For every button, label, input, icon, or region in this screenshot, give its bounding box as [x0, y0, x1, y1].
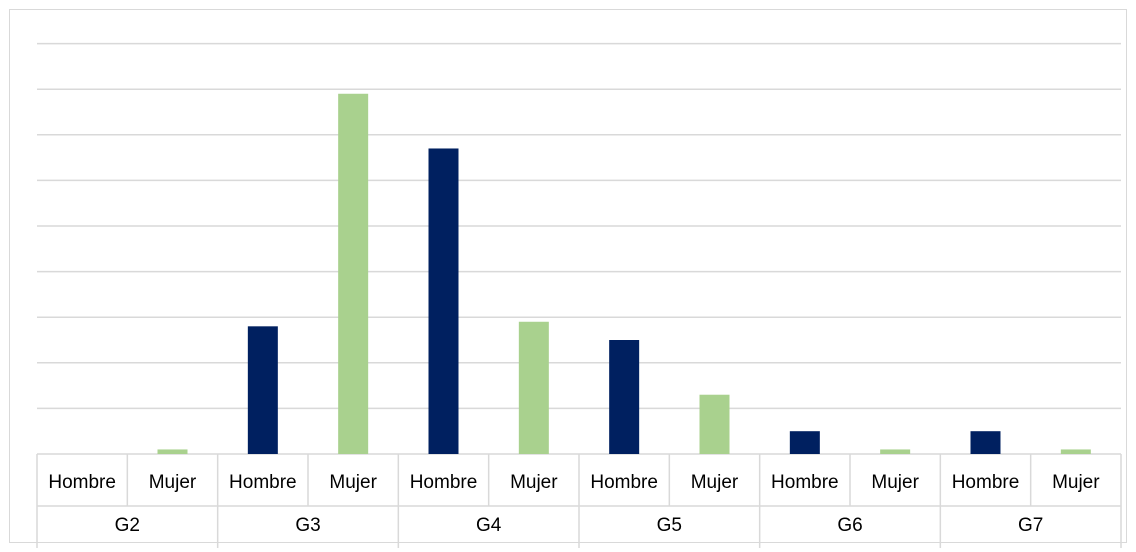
group-label: G5 — [657, 515, 682, 536]
group-label: G7 — [1018, 515, 1043, 536]
category-label: Hombre — [229, 472, 297, 493]
category-label: Mujer — [691, 472, 739, 493]
bar-g7-hombre — [970, 431, 1001, 454]
bar-g2-mujer — [157, 449, 188, 454]
group-label: G3 — [295, 515, 320, 536]
bar-g4-hombre — [428, 148, 459, 455]
category-label: Mujer — [149, 472, 197, 493]
category-label: Hombre — [771, 472, 839, 493]
category-label: Hombre — [410, 472, 478, 493]
bar-g4-mujer — [518, 321, 549, 454]
group-label: G2 — [115, 515, 140, 536]
category-label: Hombre — [952, 472, 1020, 493]
category-label: Mujer — [329, 472, 377, 493]
bar-g3-mujer — [338, 93, 369, 454]
bar-g7-mujer — [1060, 449, 1091, 454]
category-label: Mujer — [510, 472, 558, 493]
category-label: Hombre — [48, 472, 116, 493]
category-label: Mujer — [871, 472, 919, 493]
category-label: Mujer — [1052, 472, 1100, 493]
category-label: Hombre — [590, 472, 658, 493]
group-label: G6 — [837, 515, 862, 536]
group-label: G4 — [476, 515, 502, 536]
bar-g3-hombre — [247, 326, 278, 454]
bar-g5-hombre — [609, 340, 640, 454]
bar-g6-mujer — [880, 449, 911, 454]
bar-g6-hombre — [789, 431, 820, 454]
bar-g5-mujer — [699, 394, 730, 454]
